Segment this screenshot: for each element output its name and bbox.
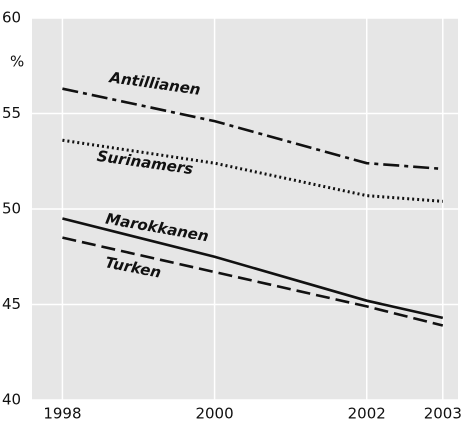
y-tick-label: 45 xyxy=(2,295,21,313)
x-tick-label: 1998 xyxy=(43,405,81,423)
y-axis-label: % xyxy=(10,53,24,71)
y-tick-label: 50 xyxy=(2,200,21,218)
series-line xyxy=(62,217,444,320)
series-line xyxy=(62,236,444,327)
y-tick-label: 60 xyxy=(2,9,21,27)
y-tick-label: 40 xyxy=(2,391,21,409)
x-tick-label: 2003 xyxy=(424,405,462,423)
x-tick-label: 2000 xyxy=(195,405,233,423)
y-tick-label: 55 xyxy=(2,104,21,122)
series-line xyxy=(62,138,443,203)
x-tick-label: 2002 xyxy=(348,405,386,423)
series-line xyxy=(62,87,443,171)
